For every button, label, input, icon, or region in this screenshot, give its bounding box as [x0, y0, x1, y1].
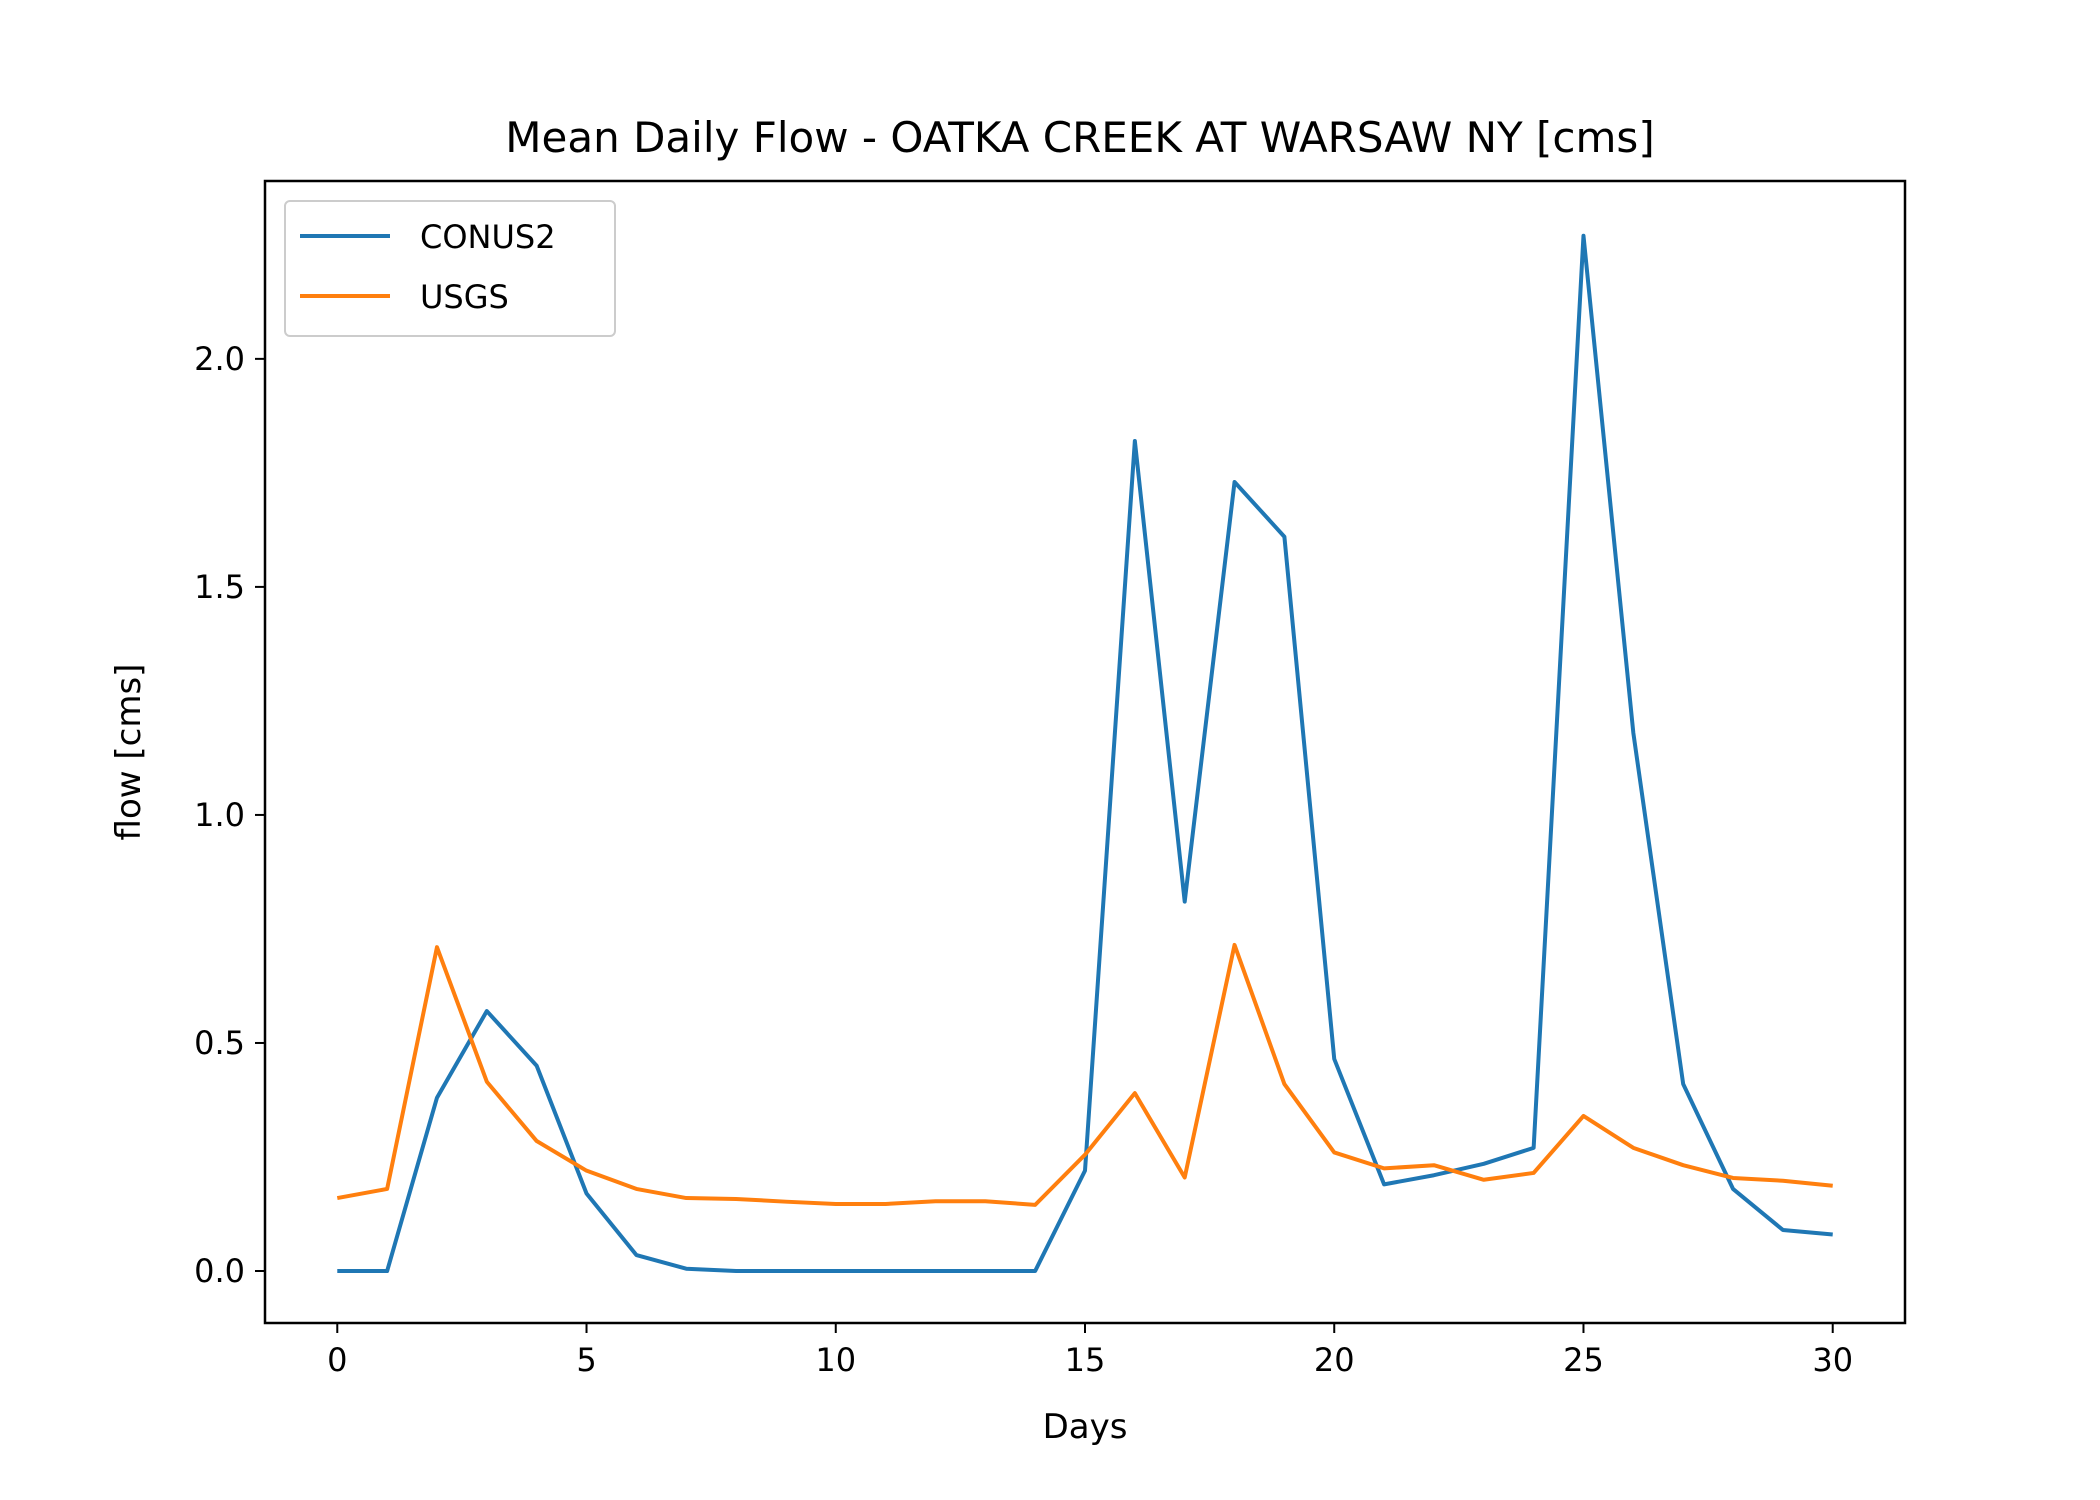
- chart-title: Mean Daily Flow - OATKA CREEK AT WARSAW …: [505, 113, 1654, 162]
- y-tick-label: 1.5: [194, 568, 245, 606]
- x-tick-label: 30: [1812, 1341, 1853, 1379]
- legend-label-usgs: USGS: [420, 278, 509, 316]
- x-tick-label: 20: [1314, 1341, 1355, 1379]
- x-tick-label: 5: [576, 1341, 596, 1379]
- x-tick-label: 10: [815, 1341, 856, 1379]
- legend: CONUS2 USGS: [284, 200, 616, 337]
- plot-area: [336, 233, 1833, 1274]
- y-tick-label: 2.0: [194, 340, 245, 378]
- x-tick-label: 25: [1563, 1341, 1604, 1379]
- x-axis-label: Days: [1043, 1407, 1128, 1447]
- series-line-conus2: [337, 233, 1833, 1274]
- y-axis-ticks: 0.0 0.5 1.0 1.5 2.0: [194, 340, 265, 1290]
- y-tick-label: 0.0: [194, 1252, 245, 1290]
- y-tick-label: 1.0: [194, 796, 245, 834]
- x-axis-ticks: 0 5 10 15 20 25 30: [327, 1323, 1853, 1379]
- legend-label-conus2: CONUS2: [420, 218, 556, 256]
- series-line-usgs: [336, 942, 1833, 1207]
- x-tick-label: 0: [327, 1341, 347, 1379]
- y-tick-label: 0.5: [194, 1024, 245, 1062]
- x-tick-label: 15: [1065, 1341, 1106, 1379]
- y-axis-label: flow [cms]: [109, 664, 149, 841]
